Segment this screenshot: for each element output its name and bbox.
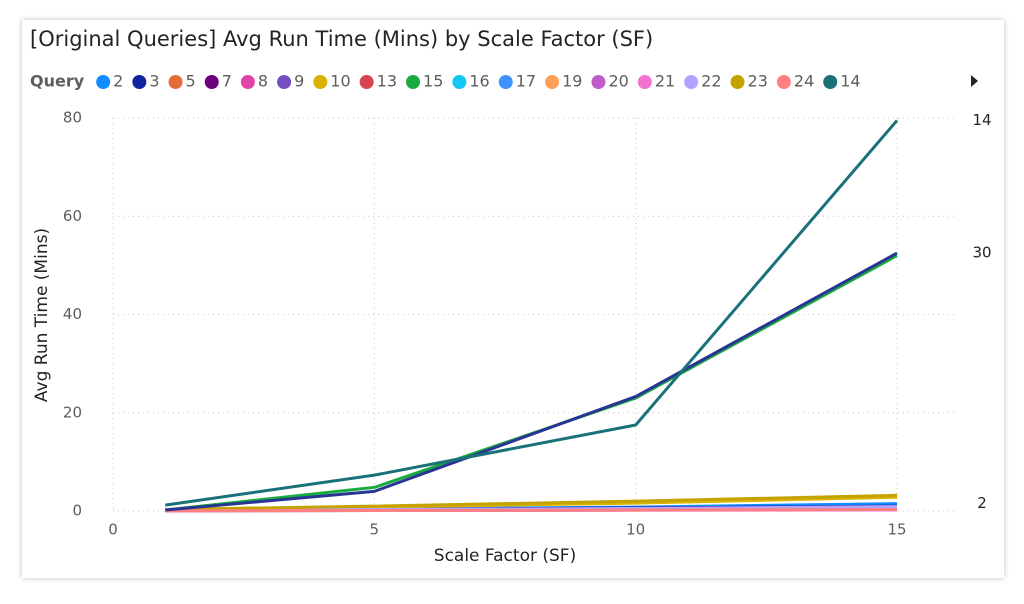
legend-label: 5	[186, 72, 196, 91]
y-tick-label: 80	[63, 109, 82, 127]
series-line	[165, 508, 898, 513]
legend-label: 21	[655, 72, 675, 91]
legend-label: 8	[258, 72, 268, 91]
legend-label: 22	[701, 72, 721, 91]
card	[22, 20, 1004, 578]
y-tick-label: 20	[63, 403, 82, 421]
series-end-label: 30	[972, 244, 991, 262]
legend-label: 9	[294, 72, 304, 91]
y-tick-label: 0	[72, 502, 82, 520]
legend-title: Query	[30, 72, 85, 91]
x-tick-label: 5	[370, 521, 380, 539]
legend-marker	[498, 75, 513, 89]
legend-marker	[277, 75, 292, 89]
legend-marker	[545, 75, 560, 89]
legend-marker	[591, 75, 606, 89]
legend-label: 16	[469, 72, 489, 91]
legend-marker	[313, 75, 328, 89]
legend-label: 15	[423, 72, 443, 91]
legend-marker	[452, 75, 467, 89]
y-tick-label: 60	[63, 207, 82, 225]
legend-marker	[204, 75, 219, 89]
series-end-label: 2	[977, 494, 987, 512]
legend-marker	[730, 75, 745, 89]
legend-marker	[776, 75, 791, 89]
series-line	[165, 493, 898, 512]
y-axis-title: Avg Run Time (Mins)	[32, 228, 52, 402]
x-tick-label: 0	[108, 521, 118, 539]
x-tick-label: 10	[626, 521, 645, 539]
x-axis-title: Scale Factor (SF)	[434, 546, 576, 566]
legend-marker	[406, 75, 421, 89]
legend-marker	[132, 75, 147, 89]
legend-label: 2	[113, 72, 123, 91]
legend-label: 14	[840, 72, 860, 91]
series-line	[165, 119, 899, 507]
legend-label: 13	[377, 72, 397, 91]
legend-marker	[684, 75, 699, 89]
x-tick-label: 15	[887, 521, 906, 539]
legend-marker	[96, 75, 111, 89]
legend-label: 24	[794, 72, 814, 91]
legend-label: 23	[748, 72, 768, 91]
legend-label: 3	[149, 72, 159, 91]
legend-label: 17	[516, 72, 536, 91]
legend-scroll-arrow[interactable]	[971, 75, 978, 87]
legend-marker	[168, 75, 183, 89]
legend-label: 7	[222, 72, 232, 91]
legend-marker	[823, 75, 838, 89]
legend-marker	[637, 75, 652, 89]
series-line	[165, 251, 898, 512]
legend-label: 19	[562, 72, 582, 91]
y-tick-label: 40	[63, 305, 82, 323]
series-end-label: 14	[972, 111, 991, 129]
chart-title: [Original Queries] Avg Run Time (Mins) b…	[30, 27, 653, 51]
legend-marker	[359, 75, 374, 89]
legend-marker	[240, 75, 255, 89]
legend-label: 20	[608, 72, 628, 91]
legend-label: 10	[330, 72, 350, 91]
